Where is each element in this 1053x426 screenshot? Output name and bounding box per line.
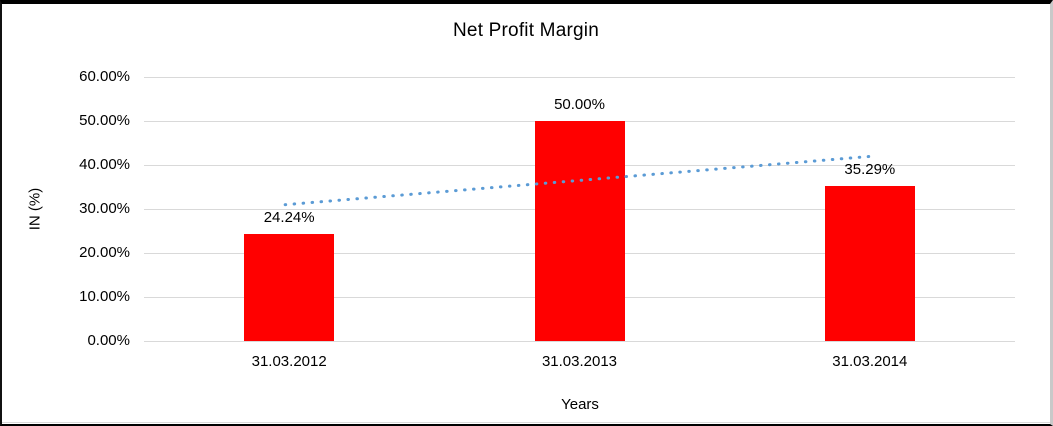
x-tick-label: 31.03.2012 (251, 353, 327, 370)
y-tick-label: 10.00% (79, 288, 130, 305)
bar-31.03.2014[interactable] (824, 185, 915, 341)
bar-data-label: 24.24% (263, 209, 315, 227)
y-tick-label: 60.00% (79, 68, 130, 85)
x-axis-title: Years (561, 396, 599, 413)
x-tick-label: 31.03.2014 (832, 353, 908, 370)
frame-inner-line (2, 422, 1050, 423)
bar-31.03.2013[interactable] (534, 121, 625, 341)
x-tick-label: 31.03.2013 (541, 353, 618, 370)
bar-data-label: 50.00% (554, 96, 605, 113)
y-tick-label: 0.00% (87, 332, 130, 349)
bar-31.03.2012[interactable] (244, 234, 335, 341)
y-tick-label: 50.00% (79, 112, 130, 129)
gridline (144, 76, 1015, 78)
bar-data-label: 35.29% (844, 160, 896, 178)
y-tick-label: 30.00% (79, 200, 130, 217)
y-tick-label: 40.00% (79, 156, 130, 173)
chart-title: Net Profit Margin (453, 20, 599, 41)
gridline (144, 340, 1015, 342)
y-tick-label: 20.00% (79, 244, 130, 261)
